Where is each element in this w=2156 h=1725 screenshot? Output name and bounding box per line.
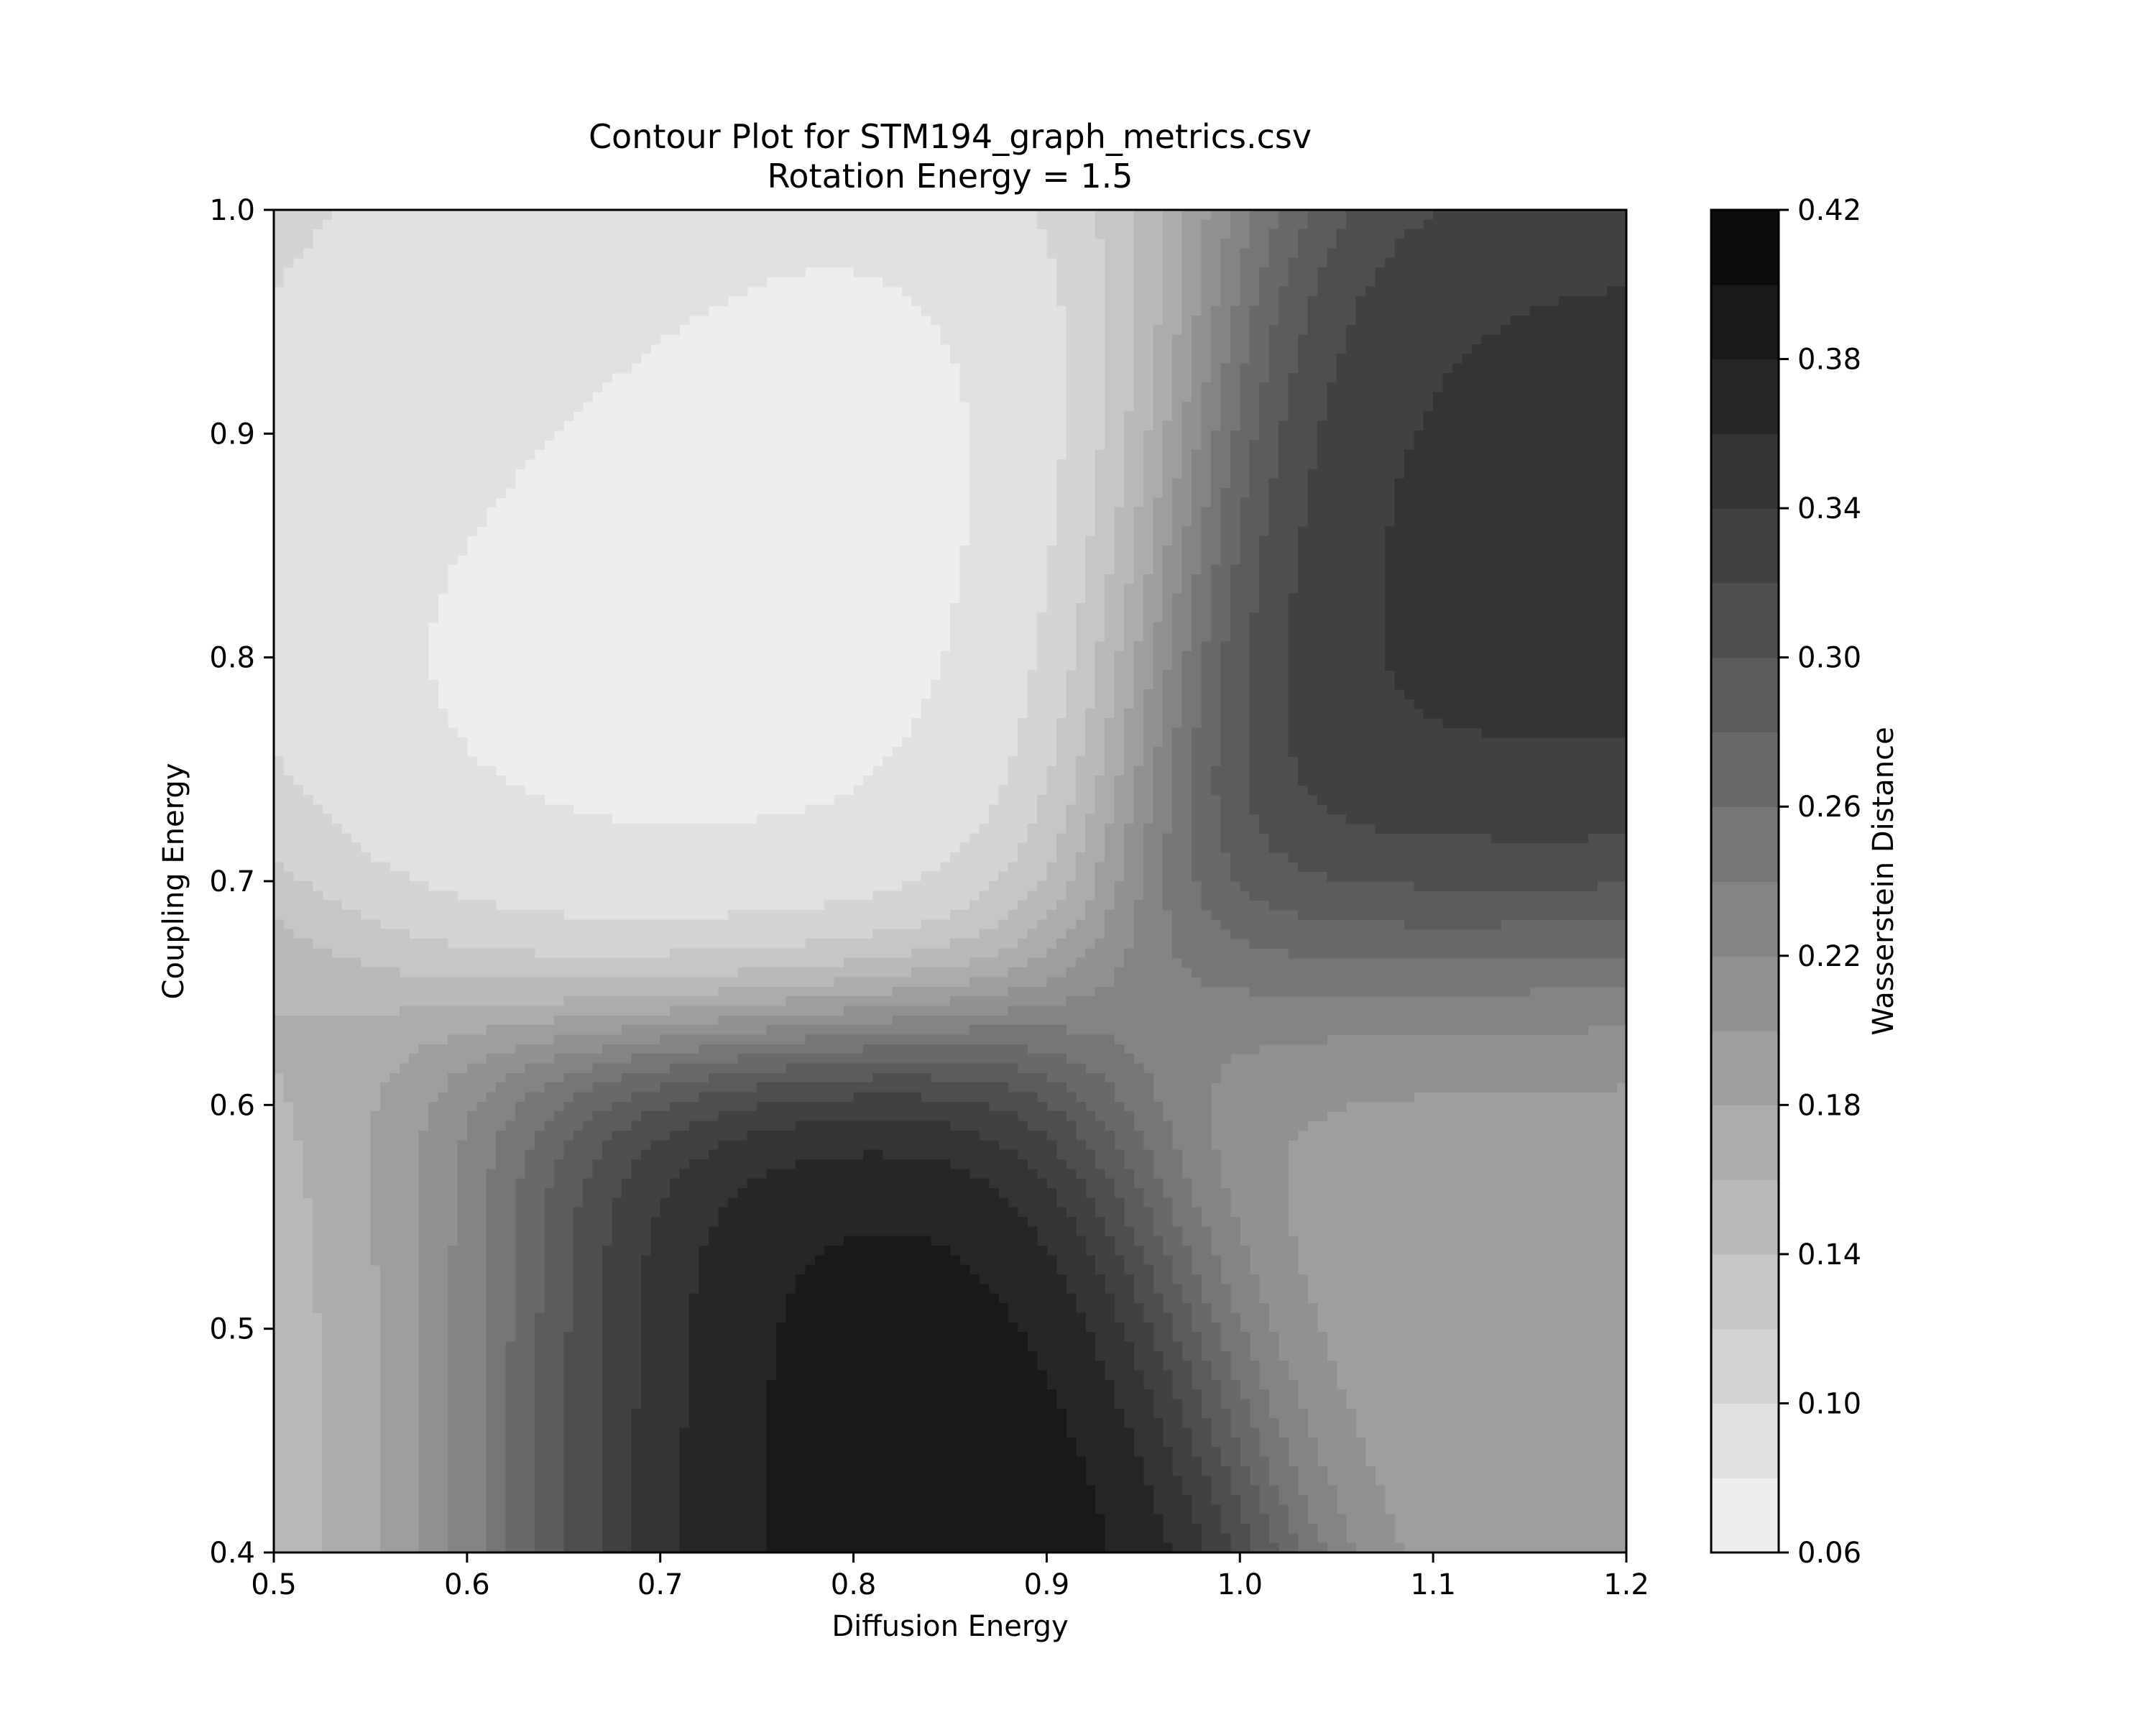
- contour-band-2: [274, 210, 1105, 959]
- colorbar-tick-label: 0.38: [1797, 344, 1861, 377]
- colorbar: [1711, 210, 1779, 1553]
- x-tick-label: 0.8: [831, 1568, 877, 1601]
- colorbar-tick-label: 0.06: [1797, 1537, 1861, 1570]
- x-tick-label: 1.0: [1217, 1568, 1263, 1601]
- colorbar-tick-label: 0.14: [1797, 1238, 1861, 1271]
- y-tick-label: 0.5: [209, 1313, 255, 1346]
- x-tick-label: 0.7: [637, 1568, 683, 1601]
- colorbar-swatch-9: [1711, 806, 1779, 882]
- colorbar-swatch-8: [1711, 881, 1779, 957]
- y-tick-label: 0.6: [209, 1089, 255, 1122]
- colorbar-swatch-15: [1711, 359, 1779, 435]
- colorbar-tick-label: 0.30: [1797, 642, 1861, 675]
- contour-band-1: [274, 210, 1067, 920]
- y-tick-label: 1.0: [209, 194, 255, 227]
- contour-band-0: [428, 267, 970, 824]
- x-tick-label: 0.5: [251, 1568, 297, 1601]
- colorbar-swatch-0: [1711, 1478, 1779, 1553]
- contour-band-12: [563, 210, 1627, 1553]
- x-axis-label: Diffusion Energy: [831, 1610, 1068, 1643]
- x-tick-label: 0.6: [444, 1568, 490, 1601]
- colorbar-tick-label: 0.18: [1797, 1089, 1861, 1122]
- colorbar-swatch-2: [1711, 1328, 1779, 1404]
- colorbar-swatch-1: [1711, 1403, 1779, 1479]
- colorbar-label: Wasserstein Distance: [1867, 727, 1900, 1035]
- plot-area: [274, 210, 1627, 1553]
- colorbar-swatch-10: [1711, 732, 1779, 808]
- colorbar-tick-label: 0.10: [1797, 1387, 1861, 1420]
- colorbar-swatch-7: [1711, 955, 1779, 1031]
- contour-band-5: [274, 210, 1183, 1553]
- y-tick-label: 0.8: [209, 642, 255, 675]
- contour-band-14: [631, 286, 1627, 1553]
- colorbar-tick-label: 0.42: [1797, 194, 1861, 227]
- y-axis-label: Coupling Energy: [157, 763, 190, 1000]
- colorbar-swatch-3: [1711, 1254, 1779, 1330]
- colorbar-swatch-11: [1711, 657, 1779, 733]
- colorbar-tick-label: 0.26: [1797, 791, 1861, 824]
- colorbar-tick-label: 0.34: [1797, 492, 1861, 525]
- colorbar-swatch-12: [1711, 582, 1779, 658]
- chart-title: Contour Plot for STM194_graph_metrics.cs…: [589, 117, 1312, 156]
- colorbar-swatch-16: [1711, 284, 1779, 360]
- contour-band-16: [766, 1236, 1105, 1553]
- x-axis: 0.5 0.6 0.7 0.8 0.9 1.0 1.1 1.2: [251, 1552, 1649, 1601]
- y-tick-label: 0.7: [209, 865, 255, 898]
- colorbar-swatch-14: [1711, 433, 1779, 509]
- y-axis: 0.4 0.5 0.6 0.7 0.8 0.9 1.0: [209, 194, 274, 1570]
- colorbar-axis: 0.06 0.10 0.14 0.18 0.22 0.26 0.30 0.34 0.38 0.42: [1779, 194, 1861, 1570]
- colorbar-swatch-5: [1711, 1105, 1779, 1180]
- x-tick-label: 1.2: [1603, 1568, 1649, 1601]
- contour-band-15: [679, 1149, 1173, 1553]
- y-tick-label: 0.4: [209, 1537, 255, 1570]
- colorbar-swatch-13: [1711, 508, 1779, 584]
- colorbar-swatch-6: [1711, 1030, 1779, 1106]
- colorbar-frame: [1710, 208, 1780, 1554]
- colorbar-tick-label: 0.22: [1797, 940, 1861, 973]
- colorbar-swatch-17: [1711, 210, 1779, 285]
- chart-subtitle: Rotation Energy = 1.5: [768, 157, 1133, 196]
- x-tick-label: 1.1: [1410, 1568, 1456, 1601]
- contour-band-13: [602, 210, 1627, 1553]
- y-tick-label: 0.9: [209, 418, 255, 451]
- x-tick-label: 0.9: [1024, 1568, 1070, 1601]
- colorbar-swatch-4: [1711, 1179, 1779, 1255]
- contour-band-6: [370, 210, 1627, 1553]
